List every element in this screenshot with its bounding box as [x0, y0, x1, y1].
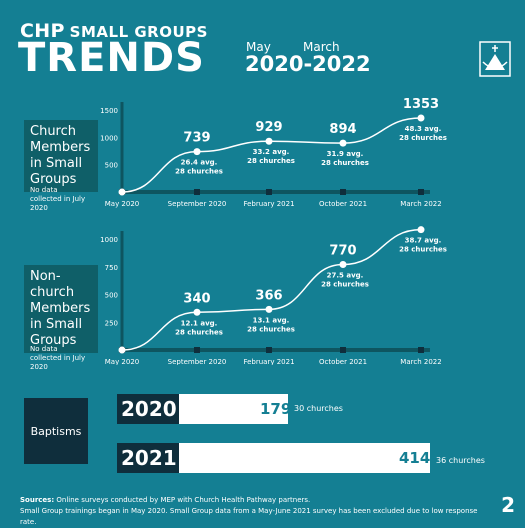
chart1-ytick-1: 1000 [100, 134, 118, 142]
chart1-point-2 [265, 137, 273, 145]
chart2-label: Non-church Members in Small Groups [24, 265, 98, 353]
chart2-churches-label-1: 28 churches [175, 328, 223, 336]
chart1-avg-label-1: 26.4 avg. [181, 159, 218, 167]
chart2-xtick-mark-4 [418, 347, 424, 353]
chart2-avg-label-1: 12.1 avg. [181, 319, 218, 327]
chart2-ytick-1: 500 [105, 292, 118, 300]
chart1-label: Church Members in Small Groups [24, 120, 98, 192]
period-years: 2020-2022 [245, 52, 371, 76]
chart1-xtick-mark-4 [418, 189, 424, 195]
chart2-xtick-mark-3 [340, 347, 346, 353]
chart2-ytick-2: 750 [105, 264, 118, 272]
chart2-point-4 [417, 226, 425, 234]
chart2-xtick-2: February 2021 [243, 358, 294, 365]
chart1-xtick-mark-1 [194, 189, 200, 195]
chart1-xtick-mark-3 [340, 189, 346, 195]
bar-2021 [179, 443, 430, 473]
church-logo-icon [479, 41, 511, 77]
chart1-value-label-2: 929 [255, 120, 282, 135]
brand-title: CHP SMALL GROUPS [20, 20, 208, 42]
brand-name: CHP [20, 20, 65, 42]
chart2-xtick-mark-1 [194, 347, 200, 353]
chart1-xtick-3: October 2021 [319, 200, 367, 208]
chart2-churches-label-4: 28 churches [399, 246, 447, 254]
chart2-xtick-0: May 2020 [105, 358, 140, 365]
chart2-ytick-0: 250 [105, 319, 118, 327]
chart1-point-0 [118, 188, 126, 196]
chart1-note: No data collected in July 2020 [30, 186, 86, 212]
baptisms-label: Baptisms [24, 398, 88, 464]
bar-2021-churches: 36 churches [436, 456, 485, 465]
chart1-xtick-4: March 2022 [400, 200, 441, 208]
footer-note: Small Group trainings began in May 2020.… [20, 507, 478, 526]
chart1-point-1 [193, 148, 201, 156]
bar-2020-value: 179 [260, 400, 292, 418]
chart1-point-4 [417, 114, 425, 122]
chart1-ytick-2: 1500 [100, 107, 118, 115]
sources-text: Online surveys conducted by MEP with Chu… [56, 496, 311, 504]
chart1-churches-label-3: 28 churches [321, 159, 369, 167]
chart1-value-label-4: 1353 [403, 97, 439, 112]
chart1-value-label-1: 739 [183, 131, 210, 146]
chart2-churches-label-2: 28 churches [247, 325, 295, 333]
bar-2020 [179, 394, 288, 424]
chart2-note: No data collected in July 2020 [30, 345, 86, 371]
page-title: TRENDS [18, 35, 205, 81]
chart2-ytick-3: 1000 [100, 236, 118, 244]
chart2-xtick-3: October 2021 [319, 358, 367, 365]
chart1-ytick-0: 500 [105, 162, 118, 170]
chart1-churches-label-1: 28 churches [175, 168, 223, 176]
chart2-churches-label-3: 28 churches [321, 281, 369, 289]
bar-2021-value: 414 [399, 449, 431, 467]
chart2-avg-label-3: 27.5 avg. [327, 272, 364, 280]
page-number: 2 [501, 493, 515, 517]
chart1-churches-label-4: 28 churches [399, 134, 447, 142]
chart2-plot: 250 500 750 1000 May 2020 September 2020 340 12… [100, 226, 447, 365]
chart2-avg-label-2: 13.1 avg. [253, 316, 290, 324]
sources-label: Sources: [20, 496, 55, 504]
period-start-month: May [246, 40, 271, 54]
chart1-avg-label-4: 48.3 avg. [405, 125, 442, 133]
bar-year-2020: 2020 [117, 394, 181, 424]
chart1-plot: 500 1000 1500 May 2020 September 2020 739 26.4… [100, 97, 447, 208]
chart2-point-2 [265, 305, 273, 313]
chart1-avg-label-3: 31.9 avg. [327, 150, 364, 158]
chart2-point-0 [118, 346, 126, 354]
chart1-point-3 [339, 139, 347, 147]
chart1-churches-label-2: 28 churches [247, 157, 295, 165]
chart2-point-3 [339, 261, 347, 269]
sources-note: Sources: Online surveys conducted by MEP… [20, 495, 490, 528]
chart1-xtick-1: September 2020 [168, 200, 227, 208]
chart2-value-label-2: 366 [255, 288, 282, 303]
chart2-xtick-1: September 2020 [168, 358, 227, 365]
chart2-point-1 [193, 308, 201, 316]
chart1-xtick-0: May 2020 [105, 200, 140, 208]
chart2-value-label-3: 770 [329, 244, 356, 259]
chart2-xtick-4: March 2022 [400, 358, 441, 365]
brand-subtitle: SMALL GROUPS [69, 23, 208, 41]
chart1-xtick-2: February 2021 [243, 200, 294, 208]
period-end-month: March [303, 40, 340, 54]
chart2-xtick-mark-2 [266, 347, 272, 353]
chart2-value-label-1: 340 [183, 291, 210, 306]
chart1-value-label-3: 894 [329, 122, 356, 137]
chart1-avg-label-2: 33.2 avg. [253, 148, 290, 156]
chart1-xtick-mark-2 [266, 189, 272, 195]
chart2-avg-label-4: 38.7 avg. [405, 237, 442, 245]
bar-year-2021: 2021 [117, 443, 181, 473]
bar-2020-churches: 30 churches [294, 404, 343, 413]
